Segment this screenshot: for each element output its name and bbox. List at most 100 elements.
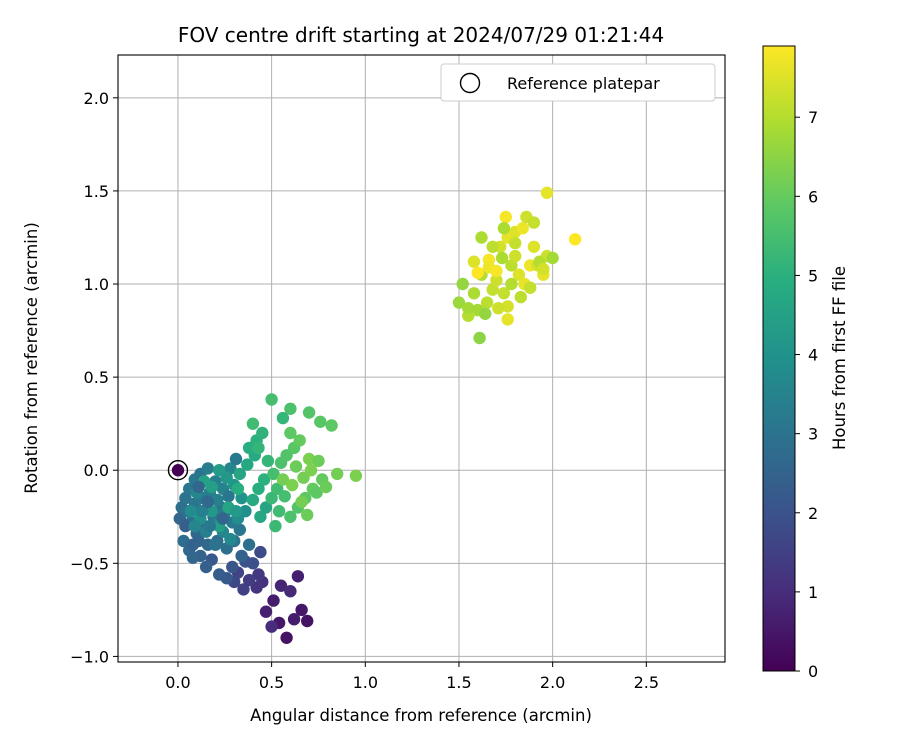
data-point (269, 519, 282, 533)
data-point (184, 505, 198, 518)
data-point (304, 464, 318, 477)
colorbar-ticks: 0 1 2 3 4 5 6 7 (795, 108, 818, 681)
data-point (246, 493, 260, 507)
plot-frame (117, 54, 726, 663)
data-point (512, 268, 526, 281)
legend-marker-icon (459, 72, 481, 94)
data-point (495, 251, 509, 265)
y-tick-label: −0.5 (70, 554, 109, 573)
data-point (467, 287, 481, 300)
data-point (216, 512, 230, 525)
x-axis-ticks: 0.0 0.5 1.0 1.5 2.0 2.5 (165, 662, 659, 692)
data-point (295, 603, 308, 617)
data-point (235, 549, 248, 563)
data-point (568, 233, 582, 246)
data-point (271, 482, 284, 495)
data-point (257, 473, 271, 486)
data-point (265, 491, 278, 505)
legend-label: Reference platepar (507, 74, 660, 93)
y-axis-title: Rotation from reference (arcmin) (22, 222, 41, 494)
data-point (265, 393, 278, 406)
data-point (505, 277, 518, 291)
data-point (297, 471, 310, 484)
data-point (276, 411, 290, 425)
data-point (514, 290, 527, 304)
colorbar-gradient (762, 45, 796, 672)
data-point (497, 287, 511, 300)
data-point (224, 462, 237, 475)
data-point (254, 510, 267, 523)
y-axis-ticks: −1.0 −0.5 0.0 0.5 1.0 1.5 2.0 (70, 89, 118, 666)
data-point (229, 452, 243, 466)
data-point (301, 508, 314, 522)
data-point (289, 460, 303, 473)
data-point (220, 471, 233, 484)
data-point (462, 302, 475, 315)
data-points (167, 186, 582, 644)
data-point (192, 480, 205, 494)
data-point (179, 519, 192, 533)
data-point (527, 216, 541, 229)
data-point (280, 631, 293, 644)
data-point (235, 491, 248, 505)
data-point (284, 510, 297, 523)
y-tick-label: 2.0 (84, 89, 109, 108)
data-point (272, 505, 286, 518)
data-point (310, 486, 323, 499)
data-point (524, 281, 537, 294)
data-point (242, 441, 256, 455)
data-point (486, 283, 499, 296)
data-point (295, 495, 308, 509)
data-point (201, 462, 215, 475)
data-point (188, 519, 201, 533)
colorbar-tick-label: 6 (808, 187, 818, 206)
data-point (259, 605, 273, 618)
data-point (241, 458, 254, 471)
data-point (349, 469, 363, 482)
data-point (259, 501, 273, 514)
data-point (471, 266, 484, 279)
data-point (256, 426, 269, 440)
colorbar-tick-label: 5 (808, 266, 818, 285)
x-axis-title: Angular distance from reference (arcmin) (250, 706, 592, 725)
chart-title: FOV centre drift starting at 2024/07/29 … (178, 23, 664, 47)
data-point (486, 240, 499, 253)
data-point (301, 614, 314, 628)
data-point (224, 532, 237, 546)
x-tick-label: 1.0 (353, 673, 378, 692)
data-point (177, 534, 190, 548)
data-point (254, 545, 267, 559)
colorbar-tick-label: 1 (808, 583, 818, 602)
data-point (490, 274, 503, 287)
data-point (261, 454, 275, 468)
data-point (537, 262, 550, 276)
data-point (220, 542, 233, 555)
data-point (302, 406, 316, 419)
data-point (284, 426, 297, 440)
data-point (490, 264, 503, 278)
colorbar-tick-label: 2 (808, 504, 818, 523)
data-point (252, 441, 265, 455)
data-point (205, 505, 218, 518)
data-point (278, 490, 291, 503)
data-point (492, 302, 505, 315)
data-point (242, 538, 256, 551)
data-point (229, 505, 243, 518)
data-point (231, 482, 245, 495)
data-point (196, 505, 209, 518)
data-point (319, 480, 333, 494)
colorbar-label: Hours from first FF file (830, 266, 849, 450)
x-tick-label: 0.0 (165, 673, 190, 692)
data-point (226, 560, 239, 574)
data-point (213, 464, 226, 477)
data-point (237, 583, 250, 596)
data-point (199, 560, 213, 574)
data-point (252, 482, 265, 495)
data-point (267, 594, 280, 607)
data-point (452, 296, 466, 309)
data-point (233, 523, 246, 536)
y-tick-label: 0.0 (84, 461, 109, 480)
data-point (480, 296, 494, 309)
reference-marker (167, 460, 189, 481)
